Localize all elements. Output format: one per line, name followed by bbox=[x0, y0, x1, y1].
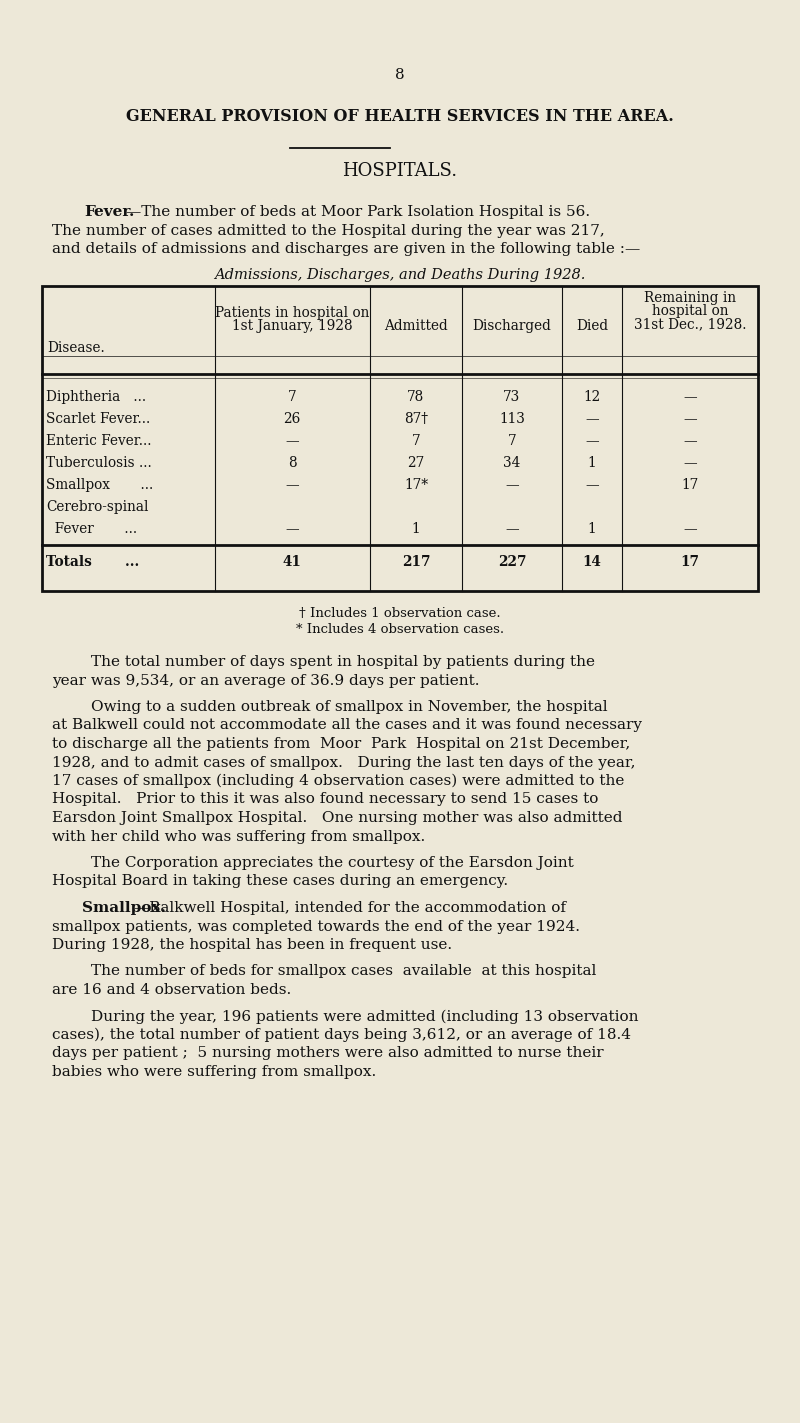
Text: Earsdon Joint Smallpox Hospital.   One nursing mother was also admitted: Earsdon Joint Smallpox Hospital. One nur… bbox=[52, 811, 622, 825]
Text: —: — bbox=[505, 522, 519, 536]
Text: Cerebro-spinal: Cerebro-spinal bbox=[46, 499, 149, 514]
Text: Hospital.   Prior to this it was also found necessary to send 15 cases to: Hospital. Prior to this it was also foun… bbox=[52, 793, 598, 807]
Text: babies who were suffering from smallpox.: babies who were suffering from smallpox. bbox=[52, 1064, 376, 1079]
Text: —: — bbox=[585, 434, 599, 448]
Text: days per patient ;  5 nursing mothers were also admitted to nurse their: days per patient ; 5 nursing mothers wer… bbox=[52, 1046, 604, 1060]
Text: —: — bbox=[683, 413, 697, 425]
Text: Disease.: Disease. bbox=[47, 342, 105, 354]
Text: During the year, 196 patients were admitted (including 13 observation: During the year, 196 patients were admit… bbox=[52, 1009, 638, 1025]
Text: 12: 12 bbox=[583, 390, 601, 404]
Text: The total number of days spent in hospital by patients during the: The total number of days spent in hospit… bbox=[52, 655, 595, 669]
Text: 34: 34 bbox=[503, 455, 521, 470]
Text: Diphtheria   ...: Diphtheria ... bbox=[46, 390, 146, 404]
Text: 227: 227 bbox=[498, 555, 526, 569]
Text: Hospital Board in taking these cases during an emergency.: Hospital Board in taking these cases dur… bbox=[52, 875, 508, 888]
Text: —: — bbox=[683, 522, 697, 536]
Text: to discharge all the patients from  Moor  Park  Hospital on 21st December,: to discharge all the patients from Moor … bbox=[52, 737, 630, 751]
Text: 17: 17 bbox=[681, 555, 699, 569]
Text: 8: 8 bbox=[288, 455, 296, 470]
Text: † Includes 1 observation case.: † Includes 1 observation case. bbox=[299, 608, 501, 620]
Text: at Balkwell could not accommodate all the cases and it was found necessary: at Balkwell could not accommodate all th… bbox=[52, 719, 642, 733]
Text: 1st January, 1928: 1st January, 1928 bbox=[232, 319, 352, 333]
Text: cases), the total number of patient days being 3,612, or an average of 18.4: cases), the total number of patient days… bbox=[52, 1027, 631, 1043]
Text: 7: 7 bbox=[412, 434, 420, 448]
Text: Fever       ...: Fever ... bbox=[46, 522, 137, 536]
Text: —The number of beds at Moor Park Isolation Hospital is 56.: —The number of beds at Moor Park Isolati… bbox=[126, 205, 590, 219]
Text: 73: 73 bbox=[503, 390, 521, 404]
Text: 78: 78 bbox=[407, 390, 425, 404]
Text: 1: 1 bbox=[412, 522, 420, 536]
Text: Owing to a sudden outbreak of smallpox in November, the hospital: Owing to a sudden outbreak of smallpox i… bbox=[52, 700, 608, 714]
Text: 1: 1 bbox=[588, 522, 596, 536]
Text: 14: 14 bbox=[582, 555, 602, 569]
Text: The number of cases admitted to the Hospital during the year was 217,: The number of cases admitted to the Hosp… bbox=[52, 223, 605, 238]
Text: The Corporation appreciates the courtesy of the Earsdon Joint: The Corporation appreciates the courtesy… bbox=[52, 857, 574, 869]
Text: GENERAL PROVISION OF HEALTH SERVICES IN THE AREA.: GENERAL PROVISION OF HEALTH SERVICES IN … bbox=[126, 108, 674, 125]
Text: * Includes 4 observation cases.: * Includes 4 observation cases. bbox=[296, 623, 504, 636]
Text: Tuberculosis ...: Tuberculosis ... bbox=[46, 455, 152, 470]
Text: —: — bbox=[683, 455, 697, 470]
Text: Smallpox       ...: Smallpox ... bbox=[46, 478, 154, 492]
Text: are 16 and 4 observation beds.: are 16 and 4 observation beds. bbox=[52, 983, 291, 998]
Text: year was 9,534, or an average of 36.9 days per patient.: year was 9,534, or an average of 36.9 da… bbox=[52, 673, 479, 687]
Text: 7: 7 bbox=[508, 434, 516, 448]
Text: —: — bbox=[683, 390, 697, 404]
Text: Enteric Fever...: Enteric Fever... bbox=[46, 434, 151, 448]
Text: Totals       ...: Totals ... bbox=[46, 555, 139, 569]
Bar bbox=[42, 286, 758, 591]
Text: Scarlet Fever...: Scarlet Fever... bbox=[46, 413, 150, 425]
Text: The number of beds for smallpox cases  available  at this hospital: The number of beds for smallpox cases av… bbox=[52, 965, 596, 979]
Text: with her child who was suffering from smallpox.: with her child who was suffering from sm… bbox=[52, 830, 426, 844]
Text: —Balkwell Hospital, intended for the accommodation of: —Balkwell Hospital, intended for the acc… bbox=[134, 901, 566, 915]
Text: hospital on: hospital on bbox=[652, 305, 728, 317]
Text: smallpox patients, was completed towards the end of the year 1924.: smallpox patients, was completed towards… bbox=[52, 919, 580, 933]
Text: During 1928, the hospital has been in frequent use.: During 1928, the hospital has been in fr… bbox=[52, 938, 452, 952]
Text: Fever.: Fever. bbox=[84, 205, 134, 219]
Text: 17: 17 bbox=[682, 478, 698, 492]
Text: —: — bbox=[585, 478, 599, 492]
Text: HOSPITALS.: HOSPITALS. bbox=[342, 162, 458, 179]
Text: Discharged: Discharged bbox=[473, 319, 551, 333]
Text: 26: 26 bbox=[283, 413, 301, 425]
Text: —: — bbox=[285, 522, 299, 536]
Text: Died: Died bbox=[576, 319, 608, 333]
Text: 1928, and to admit cases of smallpox.   During the last ten days of the year,: 1928, and to admit cases of smallpox. Du… bbox=[52, 756, 635, 770]
Text: 17 cases of smallpox (including 4 observation cases) were admitted to the: 17 cases of smallpox (including 4 observ… bbox=[52, 774, 624, 788]
Text: Remaining in: Remaining in bbox=[644, 290, 736, 305]
Text: 17*: 17* bbox=[404, 478, 428, 492]
Text: —: — bbox=[683, 434, 697, 448]
Text: 27: 27 bbox=[407, 455, 425, 470]
Text: Admitted: Admitted bbox=[384, 319, 448, 333]
Text: Patients in hospital on: Patients in hospital on bbox=[215, 306, 369, 320]
Text: 31st Dec., 1928.: 31st Dec., 1928. bbox=[634, 317, 746, 332]
Text: —: — bbox=[585, 413, 599, 425]
Text: and details of admissions and discharges are given in the following table :—: and details of admissions and discharges… bbox=[52, 242, 640, 256]
Text: 41: 41 bbox=[282, 555, 302, 569]
Text: 113: 113 bbox=[499, 413, 525, 425]
Text: —: — bbox=[285, 434, 299, 448]
Text: 1: 1 bbox=[588, 455, 596, 470]
Text: 7: 7 bbox=[288, 390, 296, 404]
Text: 217: 217 bbox=[402, 555, 430, 569]
Text: Smallpox.: Smallpox. bbox=[82, 901, 166, 915]
Text: —: — bbox=[285, 478, 299, 492]
Text: Admissions, Discharges, and Deaths During 1928.: Admissions, Discharges, and Deaths Durin… bbox=[214, 268, 586, 282]
Text: —: — bbox=[505, 478, 519, 492]
Text: 8: 8 bbox=[395, 68, 405, 83]
Text: 87†: 87† bbox=[404, 413, 428, 425]
